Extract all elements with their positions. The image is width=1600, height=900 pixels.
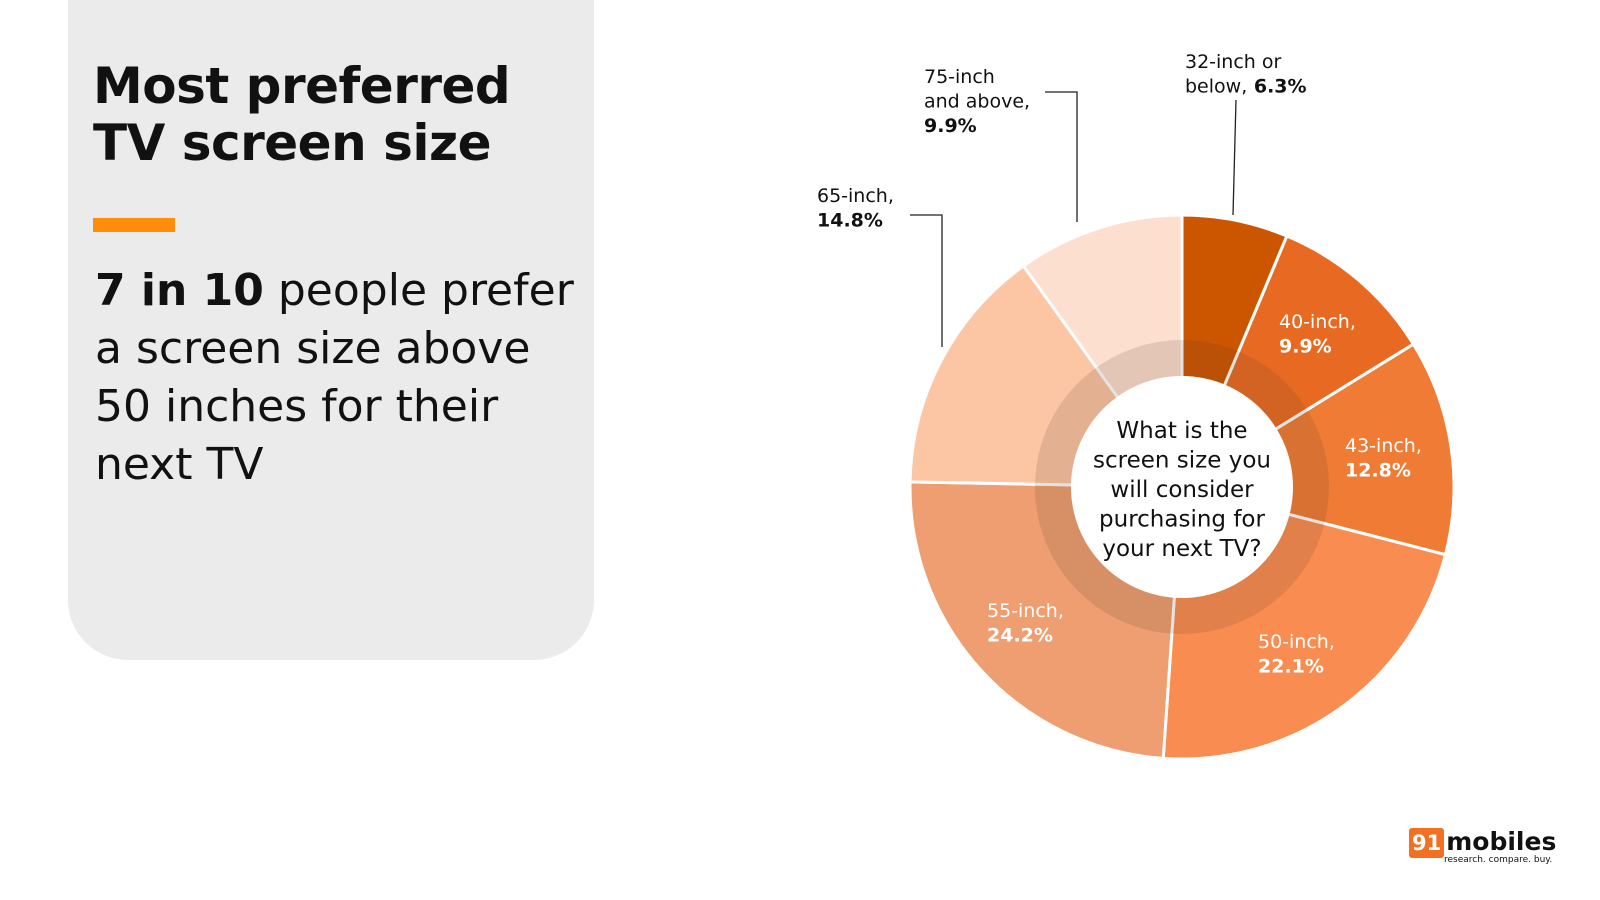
slice-value-6: 9.9%	[924, 115, 977, 137]
leader-line-1	[1045, 91, 1078, 222]
center-label: What is the screen size you will consider p…	[1093, 418, 1271, 562]
logo-name: mobiles	[1446, 827, 1557, 856]
inner-shade-ring	[1035, 340, 1329, 634]
summary-text: 7 in 10 people prefer a screen size abov…	[95, 262, 575, 494]
summary-panel	[68, 0, 594, 660]
logo-number: 91	[1409, 828, 1445, 858]
slice-label-5: 65-inch, 14.8%	[817, 185, 894, 232]
slice-value-4: 24.2%	[987, 625, 1053, 647]
summary-highlight: 7 in 10	[95, 265, 264, 316]
slice-value-1: 9.9%	[1279, 336, 1332, 358]
brand-logo: 91 mobiles research. compare. buy.	[1409, 827, 1557, 865]
summary-rest: people prefer a screen size above 50 inc…	[95, 265, 574, 490]
slice-label-3: 50-inch, 22.1%	[1258, 631, 1335, 678]
logo-tagline: research. compare. buy.	[1444, 855, 1553, 865]
slice-value-3: 22.1%	[1258, 656, 1324, 678]
slice-value-0: 6.3%	[1247, 76, 1306, 98]
donut-hole	[1071, 376, 1293, 598]
accent-bar	[93, 218, 175, 232]
slice-label-1: 40-inch, 9.9%	[1279, 311, 1356, 358]
slice-value-5: 14.8%	[817, 210, 883, 232]
slice-label-4: 55-inch, 24.2%	[987, 600, 1064, 647]
leader-line-0	[1232, 99, 1237, 216]
slice-label-0: 32-inch or below, 6.3%	[1185, 51, 1307, 98]
slice-label-6: 75-inch and above, 9.9%	[924, 66, 1030, 137]
slice-label-2: 43-inch, 12.8%	[1345, 435, 1422, 482]
page-title: Most preferred TV screen size	[93, 57, 511, 172]
leader-line-2	[910, 214, 943, 347]
slice-value-2: 12.8%	[1345, 460, 1411, 482]
